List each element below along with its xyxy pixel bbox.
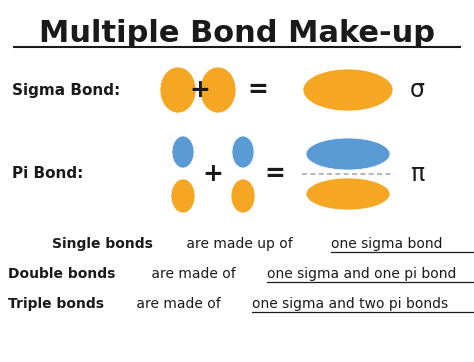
Ellipse shape <box>231 179 255 213</box>
Text: one sigma bond: one sigma bond <box>331 237 442 251</box>
Text: Sigma Bond:: Sigma Bond: <box>12 83 120 97</box>
Text: Pi Bond:: Pi Bond: <box>12 167 83 181</box>
Text: Single bonds: Single bonds <box>52 237 153 251</box>
Ellipse shape <box>306 138 390 170</box>
Text: are made of: are made of <box>132 297 225 311</box>
Ellipse shape <box>232 136 254 168</box>
Text: =: = <box>247 78 268 102</box>
Ellipse shape <box>303 69 393 111</box>
Text: one sigma and one pi bond: one sigma and one pi bond <box>267 267 456 281</box>
Text: are made of: are made of <box>146 267 240 281</box>
Text: Double bonds: Double bonds <box>8 267 115 281</box>
Ellipse shape <box>171 179 195 213</box>
Text: Multiple Bond Make-up: Multiple Bond Make-up <box>39 19 435 48</box>
Ellipse shape <box>200 67 236 113</box>
Text: one sigma and two pi bonds: one sigma and two pi bonds <box>252 297 448 311</box>
Text: +: + <box>190 78 210 102</box>
Text: are made up of: are made up of <box>182 237 297 251</box>
Text: Triple bonds: Triple bonds <box>8 297 104 311</box>
Text: π: π <box>410 162 424 186</box>
Text: =: = <box>264 162 285 186</box>
Text: +: + <box>202 162 223 186</box>
Text: σ: σ <box>410 78 425 102</box>
Ellipse shape <box>160 67 196 113</box>
Ellipse shape <box>306 178 390 210</box>
Ellipse shape <box>172 136 194 168</box>
